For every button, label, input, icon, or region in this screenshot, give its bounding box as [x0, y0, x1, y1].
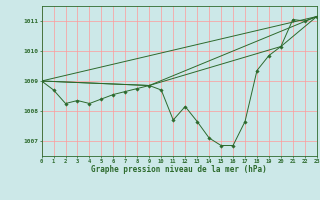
X-axis label: Graphe pression niveau de la mer (hPa): Graphe pression niveau de la mer (hPa) [91, 165, 267, 174]
